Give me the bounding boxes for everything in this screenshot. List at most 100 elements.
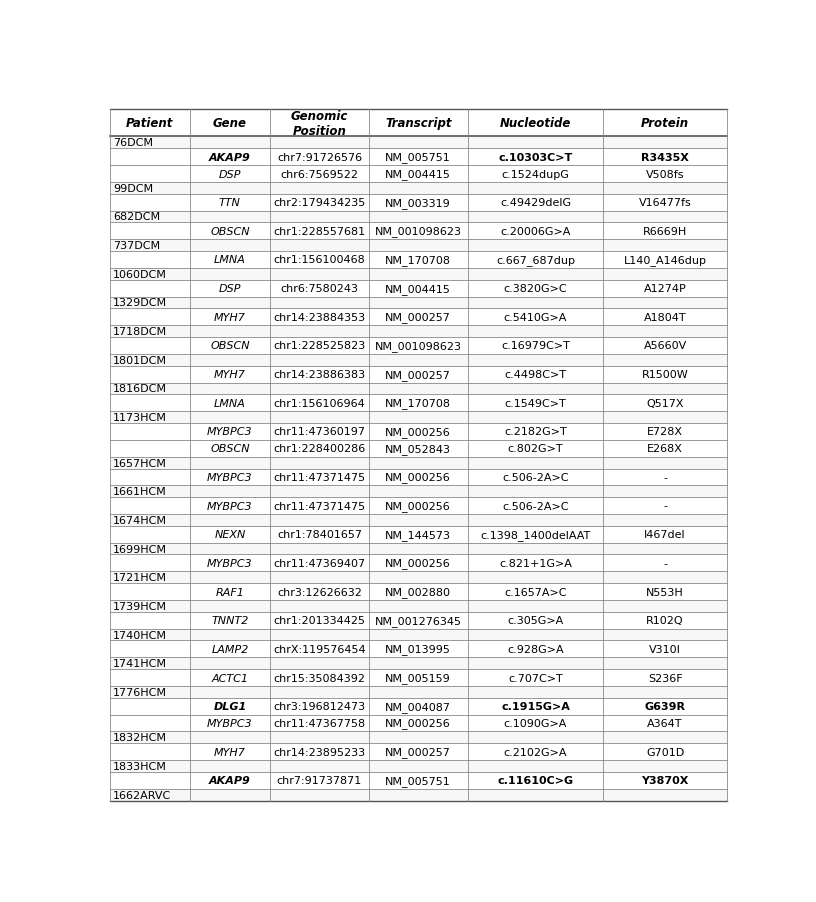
Text: c.928G>A: c.928G>A <box>508 644 564 654</box>
Text: c.667_687dup: c.667_687dup <box>496 254 575 265</box>
Bar <box>109 298 727 309</box>
Text: MYBPC3: MYBPC3 <box>207 427 253 437</box>
Text: MYH7: MYH7 <box>214 370 246 380</box>
Bar <box>109 555 727 572</box>
Text: c.821+1G>A: c.821+1G>A <box>499 558 572 568</box>
Bar <box>109 110 727 137</box>
Text: c.5410G>A: c.5410G>A <box>503 312 567 322</box>
Text: 1060DCM: 1060DCM <box>113 270 166 280</box>
Text: chr7:91737871: chr7:91737871 <box>277 776 362 786</box>
Text: c.707C>T: c.707C>T <box>508 673 563 683</box>
Bar <box>109 743 727 760</box>
Text: 1661HCM: 1661HCM <box>113 487 166 497</box>
Bar <box>109 760 727 772</box>
Text: DSP: DSP <box>219 284 242 294</box>
Text: NM_004415: NM_004415 <box>385 283 451 294</box>
Bar <box>109 354 727 366</box>
Text: R6669H: R6669H <box>643 226 687 236</box>
Text: AKAP9: AKAP9 <box>209 152 251 162</box>
Bar <box>109 640 727 658</box>
Text: OBSCN: OBSCN <box>211 444 250 454</box>
Text: G701D: G701D <box>646 747 684 757</box>
Text: chr1:156106964: chr1:156106964 <box>273 399 366 409</box>
Bar <box>109 183 727 195</box>
Text: MYBPC3: MYBPC3 <box>207 473 253 483</box>
Bar <box>109 366 727 383</box>
Text: chr1:228400286: chr1:228400286 <box>273 444 366 454</box>
Text: chr7:91726576: chr7:91726576 <box>277 152 362 162</box>
Text: 1776HCM: 1776HCM <box>113 687 166 697</box>
Text: c.802G>T: c.802G>T <box>508 444 563 454</box>
Text: NM_000257: NM_000257 <box>385 747 451 758</box>
Text: 1173HCM: 1173HCM <box>113 412 166 423</box>
Text: c.506-2A>C: c.506-2A>C <box>502 473 569 483</box>
Text: L140_A146dup: L140_A146dup <box>623 254 707 265</box>
Text: R1500W: R1500W <box>641 370 689 380</box>
Text: 1718DCM: 1718DCM <box>113 327 167 336</box>
Text: chr3:196812473: chr3:196812473 <box>273 702 366 712</box>
Text: LMNA: LMNA <box>214 399 246 409</box>
Text: 1657HCM: 1657HCM <box>113 458 166 468</box>
Bar <box>109 269 727 281</box>
Bar <box>109 658 727 669</box>
Text: MYBPC3: MYBPC3 <box>207 718 253 728</box>
Bar <box>109 584 727 601</box>
Bar <box>109 337 727 354</box>
Text: NM_001098623: NM_001098623 <box>375 226 462 237</box>
Bar <box>109 732 727 743</box>
Text: chrX:119576454: chrX:119576454 <box>273 644 366 654</box>
Text: E268X: E268X <box>647 444 683 454</box>
Text: Genomic
Position: Genomic Position <box>290 110 348 138</box>
Text: -: - <box>663 501 667 511</box>
Text: NM_013995: NM_013995 <box>385 644 451 655</box>
Text: chr11:47367758: chr11:47367758 <box>273 718 366 728</box>
Text: chr11:47371475: chr11:47371475 <box>273 473 366 483</box>
Text: V16477fs: V16477fs <box>639 198 691 208</box>
Text: N553H: N553H <box>646 587 684 597</box>
Text: NM_000257: NM_000257 <box>385 369 451 380</box>
Text: V508fs: V508fs <box>645 170 685 179</box>
Bar <box>109 469 727 486</box>
Text: NM_000256: NM_000256 <box>385 501 451 511</box>
Text: chr11:47371475: chr11:47371475 <box>273 501 366 511</box>
Bar <box>109 498 727 514</box>
Text: NM_003319: NM_003319 <box>385 198 451 208</box>
Text: NM_000256: NM_000256 <box>385 557 451 569</box>
Text: DSP: DSP <box>219 170 242 179</box>
Text: c.3820G>C: c.3820G>C <box>503 284 567 294</box>
Text: NM_004415: NM_004415 <box>385 169 451 179</box>
Text: MYH7: MYH7 <box>214 747 246 757</box>
Text: Y3870X: Y3870X <box>641 776 689 786</box>
Text: 1674HCM: 1674HCM <box>113 515 166 525</box>
Text: c.49429delG: c.49429delG <box>500 198 571 208</box>
Text: NEXN: NEXN <box>215 529 246 539</box>
Text: chr11:47369407: chr11:47369407 <box>273 558 366 568</box>
Bar <box>109 309 727 326</box>
Text: chr1:228557681: chr1:228557681 <box>273 226 366 236</box>
Text: 1832HCM: 1832HCM <box>113 732 166 742</box>
Text: 1801DCM: 1801DCM <box>113 355 166 365</box>
Text: c.2102G>A: c.2102G>A <box>503 747 567 757</box>
Text: TNNT2: TNNT2 <box>211 615 249 625</box>
Text: 682DCM: 682DCM <box>113 212 160 222</box>
Text: -: - <box>663 558 667 568</box>
Text: Q517X: Q517X <box>646 399 684 409</box>
Text: TTN: TTN <box>219 198 241 208</box>
Text: 1662ARVC: 1662ARVC <box>113 790 171 800</box>
Bar <box>109 424 727 440</box>
Text: chr1:201334425: chr1:201334425 <box>273 615 366 625</box>
Text: NM_144573: NM_144573 <box>385 529 451 540</box>
Text: Protein: Protein <box>641 117 690 130</box>
Text: 1739HCM: 1739HCM <box>113 602 166 612</box>
Text: NM_170708: NM_170708 <box>385 398 451 409</box>
Text: DLG1: DLG1 <box>213 702 246 712</box>
Bar <box>109 252 727 269</box>
Text: NM_001276345: NM_001276345 <box>375 615 462 626</box>
Text: MYBPC3: MYBPC3 <box>207 558 253 568</box>
Bar <box>109 669 727 686</box>
Bar <box>109 686 727 698</box>
Text: c.2182G>T: c.2182G>T <box>504 427 567 437</box>
Text: c.11610C>G: c.11610C>G <box>498 776 574 786</box>
Text: NM_005751: NM_005751 <box>385 775 451 786</box>
Text: NM_052843: NM_052843 <box>385 443 451 455</box>
